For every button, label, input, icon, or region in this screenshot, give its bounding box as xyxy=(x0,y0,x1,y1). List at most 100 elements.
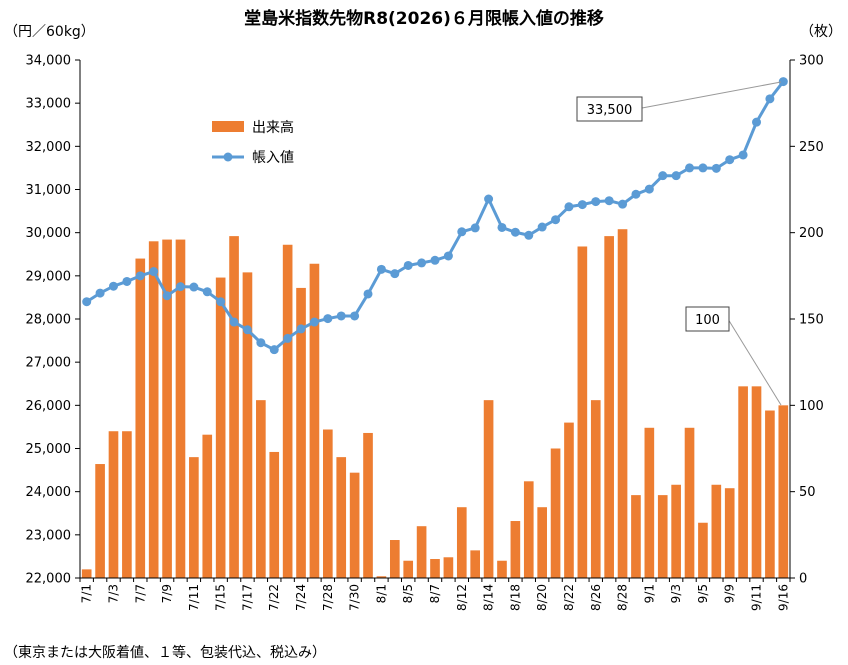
x-tick-label: 8/12 xyxy=(455,584,469,611)
volume-bar xyxy=(296,287,306,578)
volume-bar xyxy=(577,246,588,579)
volume-bar xyxy=(456,507,467,578)
x-tick-label: 7/28 xyxy=(321,584,335,611)
x-tick-label: 7/7 xyxy=(133,584,147,603)
price-point xyxy=(256,338,266,348)
x-tick-label: 7/15 xyxy=(214,584,228,611)
volume-bar xyxy=(711,484,722,578)
volume-bar xyxy=(778,405,789,578)
volume-bar xyxy=(523,481,534,578)
price-point xyxy=(564,202,574,212)
price-point xyxy=(778,77,788,87)
price-line xyxy=(85,80,785,352)
callout-leader-price xyxy=(641,81,782,109)
volume-bar xyxy=(443,557,454,578)
volume-bar xyxy=(229,236,239,578)
callout-box-price xyxy=(576,96,643,122)
x-tick-label: 8/22 xyxy=(562,584,576,611)
price-point xyxy=(470,223,480,233)
y-left-label: （円／60kg） xyxy=(4,24,95,40)
y-right-tick-label: 200 xyxy=(799,226,824,241)
y-left-tick-label: 22,000 xyxy=(26,572,72,587)
volume-bar xyxy=(765,410,775,578)
price-point xyxy=(390,269,400,279)
price-point xyxy=(417,258,427,268)
volume-bar xyxy=(751,386,762,578)
price-point xyxy=(765,94,775,104)
volume-bar xyxy=(376,576,387,578)
bars xyxy=(81,229,789,579)
volume-bar xyxy=(617,229,628,579)
legend: 出来高 帳入値 xyxy=(212,119,294,166)
y-left-tick-label: 25,000 xyxy=(26,442,72,457)
price-point xyxy=(175,282,185,292)
volume-bar xyxy=(698,522,708,578)
x-tick-label: 9/5 xyxy=(696,584,710,603)
y-left-ticks: 22,000 23,000 24,000 25,000 26,000 27,000 28,0… xyxy=(26,54,80,587)
price-point xyxy=(229,317,239,327)
x-tick-label: 8/20 xyxy=(535,584,549,611)
volume-bar xyxy=(269,451,280,578)
x-tick-label: 9/16 xyxy=(776,584,790,611)
volume-bar xyxy=(95,464,105,578)
x-tick-label: 8/1 xyxy=(374,584,388,603)
y-left-tick-label: 31,000 xyxy=(26,183,72,198)
volume-bar xyxy=(537,507,547,578)
y-left-tick-label: 34,000 xyxy=(26,54,72,69)
y-right-label: （枚） xyxy=(800,24,842,40)
volume-bar xyxy=(497,560,507,578)
volume-bar xyxy=(215,277,226,578)
price-point xyxy=(551,215,561,225)
price-point xyxy=(216,297,226,307)
x-tick-label: 8/26 xyxy=(589,584,603,611)
volume-bar xyxy=(510,521,521,578)
price-point xyxy=(122,276,132,286)
callout-text-volume: 100 xyxy=(695,313,720,328)
volume-bar xyxy=(148,241,159,579)
x-tick-label: 8/7 xyxy=(428,584,442,603)
price-point xyxy=(631,189,641,199)
volume-bar xyxy=(323,429,333,578)
y-right-tick-label: 300 xyxy=(799,54,824,69)
volume-bar xyxy=(336,457,347,578)
price-point xyxy=(296,324,306,334)
x-tick-label: 8/14 xyxy=(482,584,496,611)
legend-swatch-marker xyxy=(223,152,233,162)
volume-bar xyxy=(349,472,360,578)
y-right-tick-label: 100 xyxy=(799,399,824,414)
callout-leader-volume xyxy=(727,318,782,406)
price-point xyxy=(242,325,252,335)
x-tick-label: 8/28 xyxy=(616,584,630,611)
x-tick-label: 9/3 xyxy=(669,584,683,603)
x-tick-label: 7/11 xyxy=(187,584,201,611)
x-tick-label: 8/18 xyxy=(508,584,522,611)
price-point xyxy=(82,297,92,307)
volume-bar xyxy=(644,427,655,578)
price-point xyxy=(189,282,199,292)
price-point xyxy=(577,200,587,210)
y-left-tick-label: 27,000 xyxy=(26,356,72,371)
volume-bar xyxy=(416,526,427,578)
price-point xyxy=(95,288,105,298)
price-point xyxy=(591,197,601,207)
y-right-tick-label: 50 xyxy=(799,485,816,500)
x-tick-label: 7/9 xyxy=(160,584,174,603)
volume-bar xyxy=(657,495,668,578)
price-point xyxy=(336,311,346,321)
price-point xyxy=(711,163,721,173)
price-point xyxy=(443,251,453,261)
volume-bar xyxy=(483,400,494,578)
price-point xyxy=(376,264,386,274)
price-point xyxy=(363,289,373,299)
x-tick-label: 7/1 xyxy=(80,584,94,603)
y-left-tick-label: 24,000 xyxy=(26,485,72,500)
volume-bar xyxy=(430,559,440,578)
price-point xyxy=(283,333,293,343)
y-left-tick-label: 28,000 xyxy=(26,313,72,328)
volume-bar xyxy=(363,432,373,578)
price-point xyxy=(323,314,333,324)
volume-bar xyxy=(389,540,400,578)
callouts: 33,500 100 xyxy=(576,81,782,406)
price-point xyxy=(698,163,708,173)
